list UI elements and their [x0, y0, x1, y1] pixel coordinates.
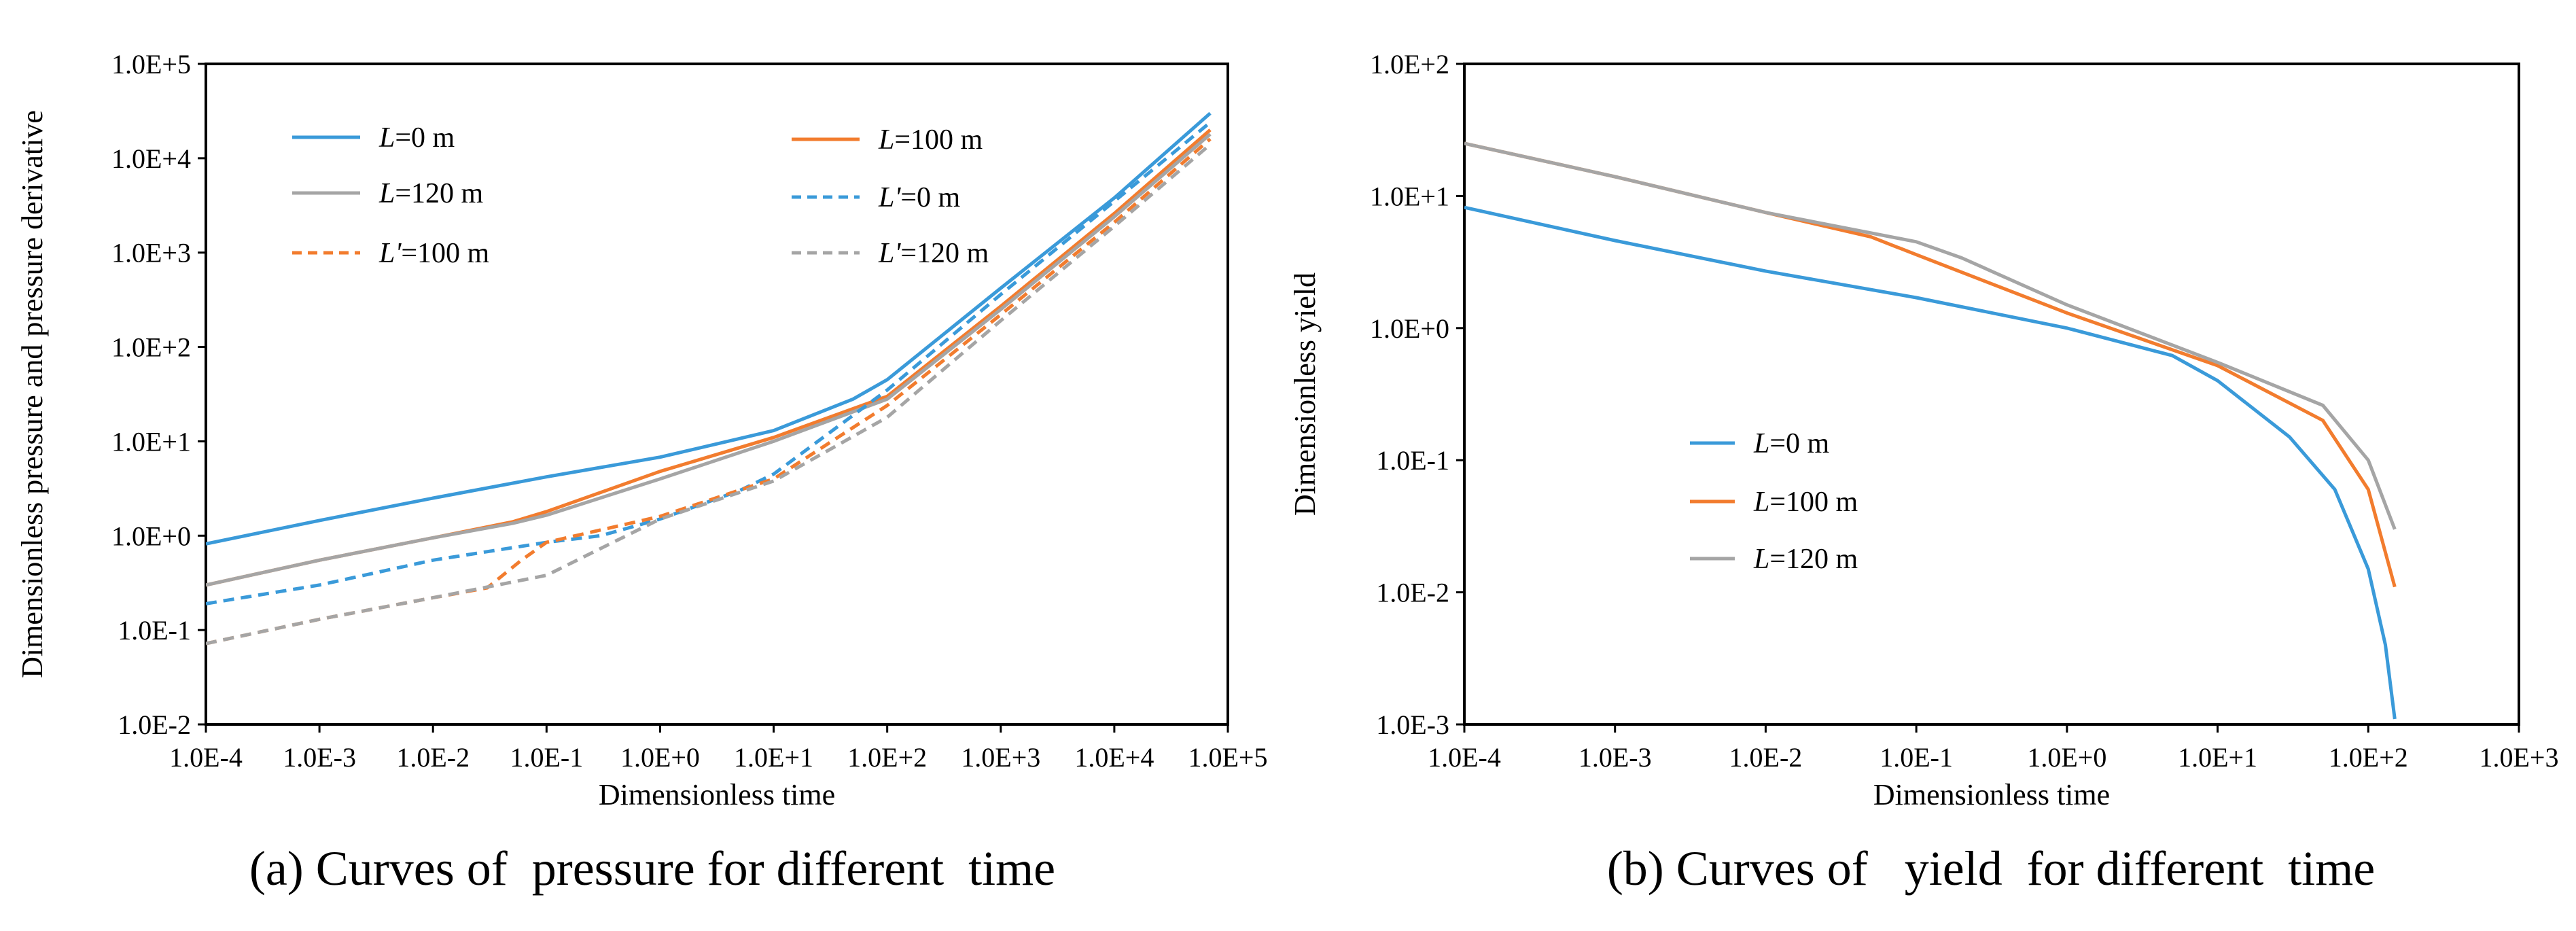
- legend-label: L=120 m: [378, 178, 484, 209]
- x-tick-label: 1.0E-2: [1729, 742, 1803, 773]
- legend-label: L=0 m: [378, 122, 455, 154]
- y-tick-label: 1.0E-2: [1376, 578, 1449, 608]
- series-line-l-120-m: [1464, 141, 2397, 530]
- series-line-l-0-m: [206, 111, 1212, 546]
- y-tick-label: 1.0E+0: [1370, 313, 1449, 344]
- legend-value: =120 m: [900, 238, 989, 269]
- y-tick-label: 1.0E+5: [111, 49, 191, 80]
- legend-symbol: L': [378, 238, 402, 269]
- legend-value: =100 m: [894, 124, 983, 156]
- x-tick-label: 1.0E-3: [283, 742, 356, 773]
- x-tick-label: 1.0E-3: [1578, 742, 1652, 773]
- y-tick-label: 1.0E+1: [111, 426, 191, 457]
- x-tick-label: 1.0E+1: [2178, 742, 2257, 773]
- y-tick-label: 1.0E-2: [118, 709, 191, 740]
- y-axis-title: Dimensionless pressure and pressure deri…: [16, 110, 49, 678]
- series-line-l-100-m: [206, 137, 1212, 646]
- legend-value: =120 m: [395, 178, 483, 209]
- legend-label: L'=120 m: [878, 238, 989, 269]
- legend-symbol: L': [878, 182, 901, 213]
- plot-area: [1463, 63, 2520, 726]
- series-line-l-120-m: [206, 143, 1212, 646]
- chart-b: 1.0E-4 1.0E-3 1.0E-2 1.0E-1 1.0E+0 1.0E+1 1.0E…: [1288, 49, 2559, 896]
- legend-value: =120 m: [1769, 544, 1858, 575]
- y-tick-label: 1.0E+1: [1370, 181, 1449, 211]
- x-tick-label: 1.0E-1: [510, 742, 583, 773]
- chart-caption: (b) Curves of yield for different time: [1607, 841, 2375, 896]
- legend-symbol: L: [378, 178, 395, 209]
- x-tick-label: 1.0E+3: [2480, 742, 2559, 773]
- legend-value: =100 m: [401, 238, 489, 269]
- x-tick-label: 1.0E+0: [620, 742, 700, 773]
- series-line-l-120-m: [206, 133, 1212, 587]
- x-tick-label: 1.0E-4: [169, 742, 243, 773]
- legend-symbol: L: [1753, 428, 1769, 459]
- y-tick-label: 1.0E+2: [111, 332, 191, 363]
- legend-value: =0 m: [1769, 428, 1829, 459]
- y-tick-label: 1.0E-3: [1376, 709, 1449, 740]
- legend-symbol: L: [878, 124, 894, 156]
- legend-label: L=100 m: [1753, 487, 1858, 518]
- chart-caption: (a) Curves of pressure for different tim…: [249, 841, 1055, 896]
- x-tick-label: 1.0E+2: [2329, 742, 2408, 773]
- x-tick-label: 1.0E+4: [1074, 742, 1154, 773]
- y-tick-label: 1.0E+2: [1370, 49, 1449, 80]
- legend-label: L=0 m: [1753, 428, 1830, 459]
- legend-value: =100 m: [1769, 487, 1858, 518]
- legend-label: L=120 m: [1753, 544, 1858, 575]
- legend-label: L'=0 m: [878, 182, 961, 213]
- legend-value: =0 m: [395, 122, 455, 154]
- legend-label: L'=100 m: [378, 238, 490, 269]
- legend-symbol: L: [378, 122, 395, 154]
- legend-value: =0 m: [900, 182, 960, 213]
- series-line-l-100-m: [1464, 141, 2397, 588]
- x-tick-label: 1.0E-4: [1428, 742, 1501, 773]
- x-tick-label: 1.0E+3: [961, 742, 1040, 773]
- x-tick-label: 1.0E-2: [396, 742, 470, 773]
- y-tick-label: 1.0E+0: [111, 521, 191, 551]
- x-tick-label: 1.0E+5: [1188, 742, 1268, 773]
- legend-symbol: L: [1753, 487, 1769, 518]
- x-axis-title: Dimensionless time: [1873, 778, 2110, 811]
- y-tick-label: 1.0E+3: [111, 238, 191, 268]
- x-tick-label: 1.0E+0: [2027, 742, 2106, 773]
- x-axis-title: Dimensionless time: [599, 778, 835, 811]
- y-tick-label: 1.0E+4: [111, 143, 191, 174]
- x-tick-label: 1.0E+2: [847, 742, 927, 773]
- legend-symbol: L: [1753, 544, 1769, 575]
- legend-label: L=100 m: [878, 124, 983, 156]
- chart-a: 1.0E-4 1.0E-3 1.0E-2 1.0E-1 1.0E+0 1.0E+1 1.0E…: [16, 49, 1268, 896]
- plot-area: [205, 63, 1229, 726]
- x-tick-label: 1.0E+1: [734, 742, 813, 773]
- legend-symbol: L': [878, 238, 901, 269]
- series-line-l-0-m: [1464, 205, 2397, 720]
- y-tick-label: 1.0E-1: [118, 615, 191, 646]
- y-axis-title: Dimensionless yield: [1288, 273, 1322, 516]
- series-line-l-100-m: [206, 128, 1212, 587]
- x-tick-label: 1.0E-1: [1880, 742, 1953, 773]
- y-tick-label: 1.0E-1: [1376, 445, 1449, 476]
